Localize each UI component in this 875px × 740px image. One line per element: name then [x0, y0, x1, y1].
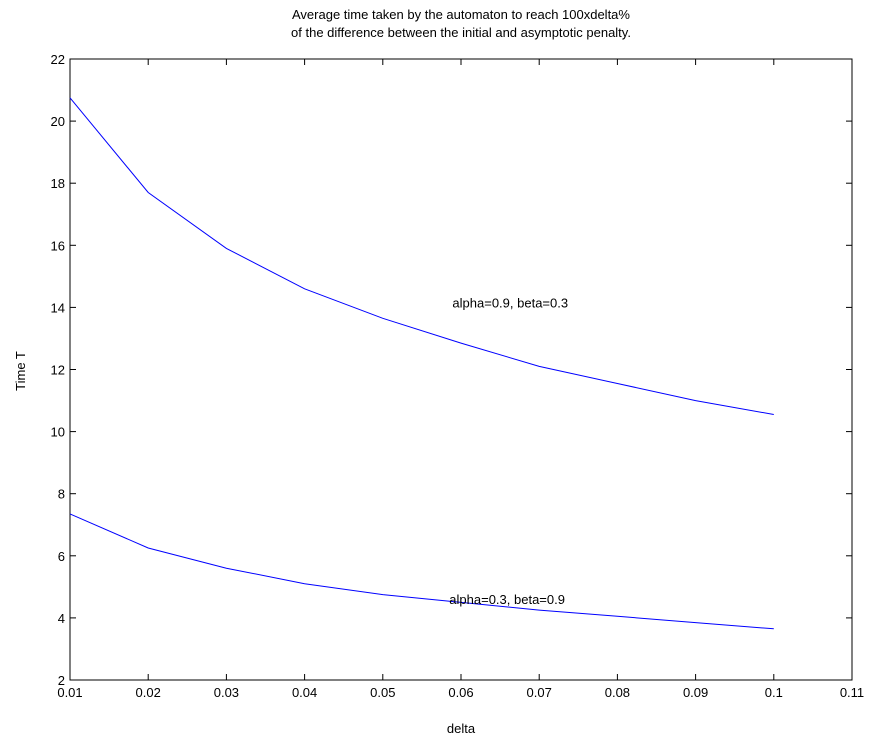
y-tick-label: 4 [58, 611, 65, 626]
y-tick-label: 6 [58, 549, 65, 564]
x-tick-label: 0.1 [765, 685, 783, 700]
y-tick-label: 14 [51, 300, 65, 315]
chart-subtitle: of the difference between the initial an… [291, 25, 631, 40]
x-tick-label: 0.04 [292, 685, 317, 700]
y-axis-label: Time T [13, 351, 28, 391]
y-tick-label: 20 [51, 114, 65, 129]
x-tick-label: 0.02 [136, 685, 161, 700]
x-tick-label: 0.09 [683, 685, 708, 700]
x-tick-label: 0.01 [57, 685, 82, 700]
y-tick-label: 2 [58, 673, 65, 688]
x-tick-label: 0.11 [840, 685, 864, 700]
series-line-1 [69, 97, 774, 415]
series-lines [69, 97, 774, 630]
y-tick-label: 18 [51, 176, 65, 191]
annotation-label: alpha=0.9, beta=0.3 [452, 295, 568, 310]
x-tick-label: 0.06 [448, 685, 473, 700]
x-axis-label: delta [447, 721, 476, 736]
x-tick-label: 0.03 [214, 685, 239, 700]
y-tick-label: 8 [58, 487, 65, 502]
chart-title: Average time taken by the automaton to r… [292, 7, 630, 22]
x-tick-label: 0.05 [370, 685, 395, 700]
x-tick-label: 0.08 [605, 685, 630, 700]
series-line-2 [69, 513, 774, 630]
y-tick-label: 12 [51, 363, 65, 378]
y-tick-label: 10 [51, 425, 65, 440]
plot-frame [69, 58, 853, 681]
axis-ticks: 0.01 0.02 0.03 0.04 0.05 0.06 0.07 0.08 0.09 0.1 0… [51, 52, 865, 700]
y-tick-label: 16 [51, 238, 65, 253]
y-tick-label: 22 [51, 52, 65, 67]
x-tick-label: 0.07 [527, 685, 552, 700]
annotations: alpha=0.9, beta=0.3 alpha=0.3, beta=0.9 [449, 295, 568, 607]
annotation-label: alpha=0.3, beta=0.9 [449, 592, 565, 607]
